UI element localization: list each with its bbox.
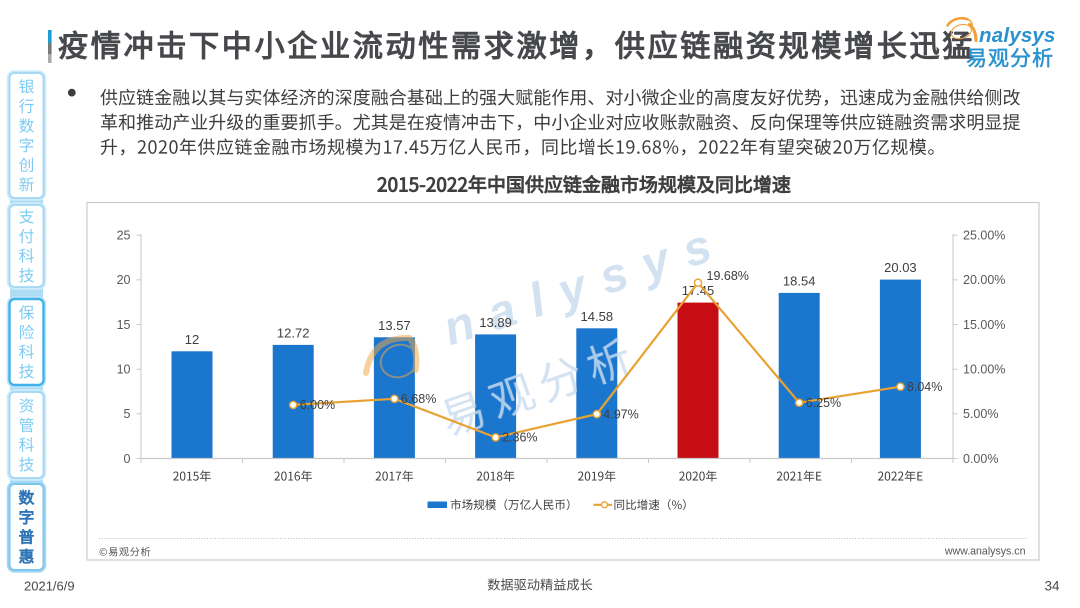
svg-text:6.00%: 6.00% xyxy=(300,398,335,412)
svg-text:20.03: 20.03 xyxy=(884,260,917,275)
svg-text:25.00%: 25.00% xyxy=(963,229,1005,243)
svg-text:18.54: 18.54 xyxy=(783,273,816,288)
svg-text:25: 25 xyxy=(117,229,131,243)
svg-text:13.89: 13.89 xyxy=(479,315,512,330)
svg-text:6.68%: 6.68% xyxy=(401,392,436,406)
svg-text:15: 15 xyxy=(117,318,131,332)
svg-text:10: 10 xyxy=(117,363,131,377)
svg-text:20.00%: 20.00% xyxy=(963,273,1005,287)
svg-text:8.04%: 8.04% xyxy=(907,380,942,394)
svg-text:2021/6/9: 2021/6/9 xyxy=(24,579,75,594)
svg-text:14.58: 14.58 xyxy=(581,309,614,324)
svg-text:0.00%: 0.00% xyxy=(963,452,998,466)
svg-text:5.00%: 5.00% xyxy=(963,407,998,421)
svg-text:10.00%: 10.00% xyxy=(963,363,1005,377)
svg-text:nalysys: nalysys xyxy=(979,24,1056,47)
svg-text:15.00%: 15.00% xyxy=(963,318,1005,332)
svg-text:4.97%: 4.97% xyxy=(603,407,638,421)
svg-text:5: 5 xyxy=(124,407,131,421)
svg-text:www.analysys.cn: www.analysys.cn xyxy=(944,546,1026,558)
svg-text:19.68%: 19.68% xyxy=(707,269,749,283)
svg-text:13.57: 13.57 xyxy=(378,318,411,333)
svg-text:12.72: 12.72 xyxy=(277,325,310,340)
svg-text:20: 20 xyxy=(117,273,131,287)
svg-text:0: 0 xyxy=(124,452,131,466)
svg-text:2.36%: 2.36% xyxy=(502,431,537,445)
svg-text:34: 34 xyxy=(1044,579,1060,594)
svg-text:6.25%: 6.25% xyxy=(806,396,841,410)
svg-text:12: 12 xyxy=(185,332,199,347)
